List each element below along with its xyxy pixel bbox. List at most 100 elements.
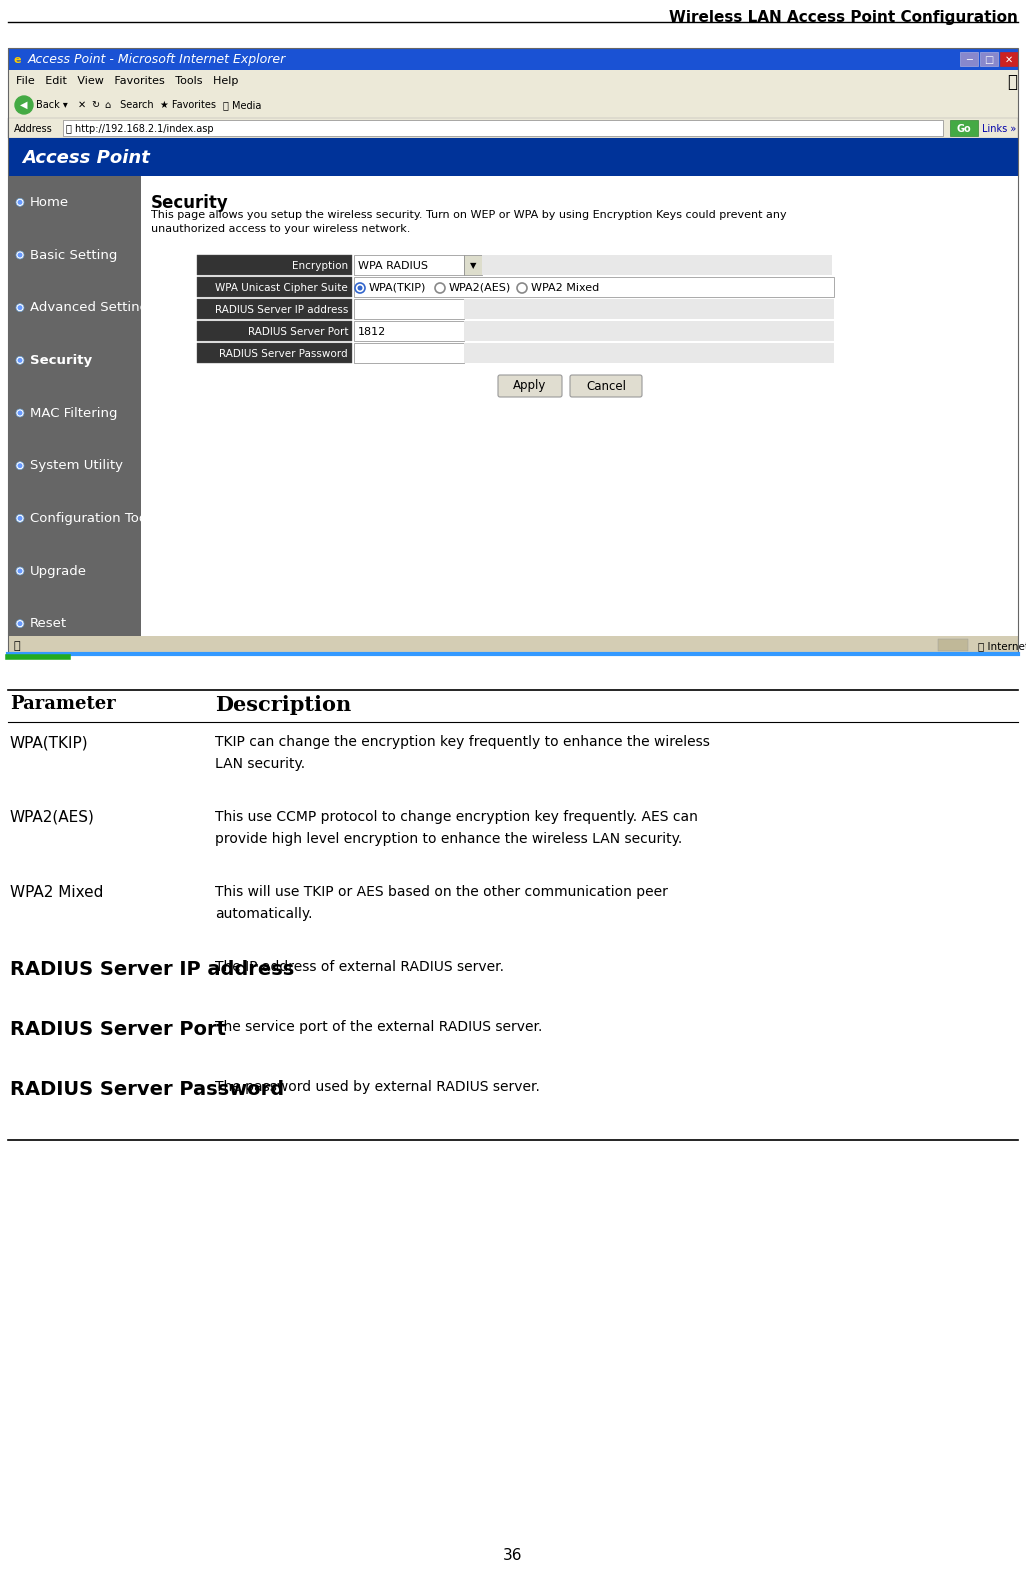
Circle shape [17, 516, 23, 521]
Text: Search: Search [117, 100, 154, 109]
Bar [197, 277, 352, 296]
Bar [197, 322, 352, 341]
Bar [197, 344, 352, 363]
Text: This will use TKIP or AES based on the other communication peer: This will use TKIP or AES based on the o… [215, 885, 668, 900]
Text: This use CCMP protocol to change encryption key frequently. AES can: This use CCMP protocol to change encrypt… [215, 809, 698, 824]
Text: automatically.: automatically. [215, 908, 313, 920]
Bar [354, 277, 834, 296]
Circle shape [16, 409, 24, 417]
Text: RADIUS Server IP address: RADIUS Server IP address [214, 306, 348, 315]
Bar [482, 255, 832, 276]
Circle shape [16, 198, 24, 206]
Text: The service port of the external RADIUS server.: The service port of the external RADIUS … [215, 1020, 543, 1034]
Text: RADIUS Server Port: RADIUS Server Port [10, 1020, 226, 1039]
Text: This page allows you setup the wireless security. Turn on WEP or WPA by using En: This page allows you setup the wireless … [151, 211, 787, 220]
Text: Home: Home [30, 196, 69, 209]
Circle shape [17, 252, 23, 258]
Text: 1812: 1812 [358, 326, 386, 337]
Text: Access Point - Microsoft Internet Explorer: Access Point - Microsoft Internet Explor… [28, 54, 286, 67]
Bar [8, 90, 1018, 117]
Bar [980, 52, 998, 67]
Text: e: e [14, 55, 22, 65]
Bar [197, 255, 352, 276]
Text: TKIP can change the encryption key frequently to enhance the wireless: TKIP can change the encryption key frequ… [215, 735, 710, 749]
Text: Security: Security [30, 353, 92, 367]
Text: Security: Security [151, 193, 229, 212]
Bar [950, 120, 978, 136]
Text: WPA2(AES): WPA2(AES) [10, 809, 94, 825]
Text: WPA2 Mixed: WPA2 Mixed [10, 885, 104, 900]
Circle shape [17, 410, 23, 415]
Bar [354, 322, 464, 341]
Circle shape [17, 358, 23, 363]
Bar [354, 255, 464, 276]
Text: ─: ─ [966, 55, 972, 65]
Text: LAN security.: LAN security. [215, 757, 305, 771]
Circle shape [17, 569, 23, 573]
FancyBboxPatch shape [570, 375, 642, 398]
Text: Reset: Reset [30, 618, 67, 630]
Text: ↻: ↻ [91, 100, 100, 109]
Text: RADIUS Server Password: RADIUS Server Password [220, 348, 348, 360]
Text: The IP address of external RADIUS server.: The IP address of external RADIUS server… [215, 960, 504, 974]
Text: provide high level encryption to enhance the wireless LAN security.: provide high level encryption to enhance… [215, 832, 682, 846]
Circle shape [17, 621, 23, 626]
Text: Cancel: Cancel [586, 380, 626, 393]
Text: Address: Address [14, 124, 52, 135]
Text: Go: Go [956, 124, 972, 135]
Text: RADIUS Server Port: RADIUS Server Port [247, 326, 348, 337]
Bar [197, 299, 352, 318]
Text: Parameter: Parameter [10, 695, 116, 713]
Bar [1000, 52, 1018, 67]
Text: ✕: ✕ [1004, 55, 1013, 65]
Circle shape [16, 619, 24, 627]
Text: The password used by external RADIUS server.: The password used by external RADIUS ser… [215, 1080, 540, 1095]
Circle shape [16, 515, 24, 523]
Text: Access Point: Access Point [22, 149, 150, 166]
Text: WPA(TKIP): WPA(TKIP) [10, 735, 88, 749]
Text: ⌂: ⌂ [104, 100, 110, 109]
Text: unauthorized access to your wireless network.: unauthorized access to your wireless net… [151, 223, 410, 234]
Circle shape [357, 285, 362, 290]
Circle shape [16, 461, 24, 470]
Bar [8, 176, 1018, 637]
Text: 🌐: 🌐 [13, 642, 19, 651]
Text: ★ Favorites: ★ Favorites [160, 100, 216, 109]
Text: RADIUS Server Password: RADIUS Server Password [10, 1080, 284, 1099]
Bar [8, 70, 1018, 90]
Bar [63, 120, 943, 136]
Circle shape [16, 250, 24, 260]
Bar [354, 299, 464, 318]
Bar [464, 322, 834, 341]
Circle shape [435, 284, 445, 293]
Bar [8, 48, 1018, 70]
Circle shape [17, 306, 23, 310]
Text: 🪟: 🪟 [1007, 73, 1017, 90]
Text: WPA Unicast Cipher Suite: WPA Unicast Cipher Suite [215, 284, 348, 293]
Circle shape [16, 567, 24, 575]
FancyBboxPatch shape [498, 375, 562, 398]
Bar [354, 344, 464, 363]
Circle shape [517, 284, 527, 293]
Bar [464, 344, 834, 363]
Text: ✕: ✕ [78, 100, 86, 109]
Text: Description: Description [215, 695, 351, 714]
Text: Basic Setting: Basic Setting [30, 249, 117, 261]
Text: Wireless LAN Access Point Configuration: Wireless LAN Access Point Configuration [669, 10, 1018, 25]
Text: WPA RADIUS: WPA RADIUS [358, 261, 428, 271]
Text: Back ▾: Back ▾ [36, 100, 68, 109]
Bar [464, 299, 834, 318]
Circle shape [15, 97, 33, 114]
Text: Upgrade: Upgrade [30, 564, 87, 578]
Bar [960, 52, 978, 67]
Circle shape [17, 200, 23, 204]
Text: Configuration Tool: Configuration Tool [30, 512, 151, 524]
Text: ▼: ▼ [470, 261, 476, 271]
Text: □: □ [984, 55, 993, 65]
Bar [8, 117, 1018, 138]
Text: Encryption: Encryption [291, 261, 348, 271]
Text: MAC Filtering: MAC Filtering [30, 407, 118, 420]
Bar [938, 638, 968, 651]
Circle shape [17, 463, 23, 469]
Bar [8, 138, 1018, 176]
